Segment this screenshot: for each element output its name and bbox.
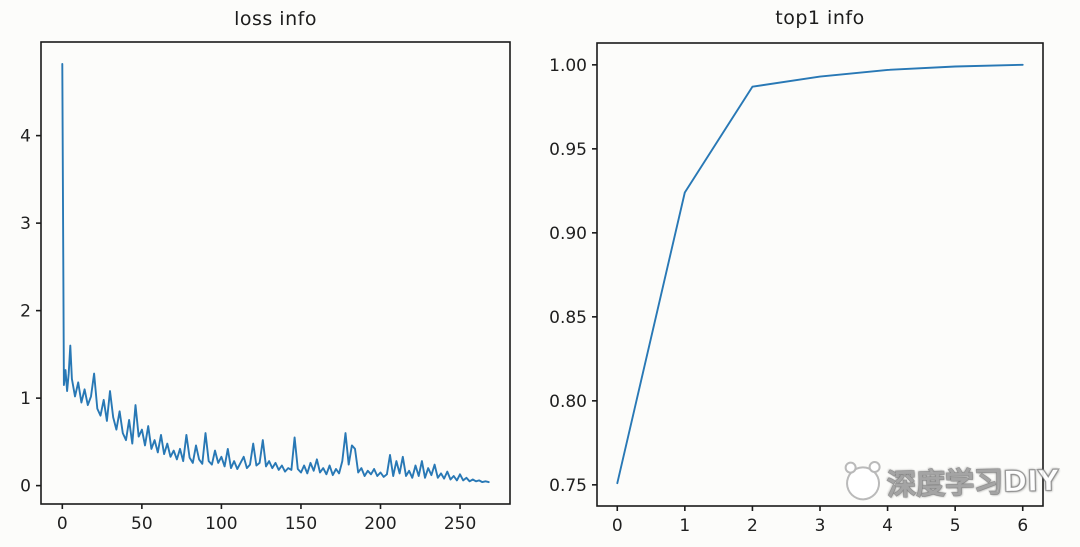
y-tick-label: 1 [20, 389, 31, 409]
axes-frame [40, 41, 511, 505]
x-tick-label: 0 [57, 514, 68, 534]
top1-chart-title: top1 info [775, 7, 865, 29]
x-tick-label: 6 [1017, 516, 1028, 536]
axes-frame [596, 42, 1044, 507]
y-tick-label: 1.00 [549, 56, 587, 76]
y-tick-label: 3 [20, 214, 31, 234]
y-tick-label: 0 [20, 477, 31, 497]
top1-data-line [616, 63, 1024, 485]
y-tick-label: 0.80 [549, 392, 587, 412]
loss-chart-title: loss info [234, 8, 317, 30]
loss-chart-plot: 0 50 100 150 200 250 0 1 2 3 4 [20, 41, 511, 534]
y-tick-label: 0.95 [549, 140, 587, 160]
x-tick-label: 4 [882, 516, 893, 536]
y-tick-label: 0.90 [549, 224, 587, 244]
y-tick-label: 4 [20, 127, 31, 147]
y-tick-label: 0.85 [549, 308, 587, 328]
x-tick-label: 250 [444, 514, 476, 534]
x-tick-label: 0 [612, 516, 623, 536]
x-tick-label: 5 [950, 516, 961, 536]
x-tick-label: 100 [205, 514, 237, 534]
y-tick-label: 2 [20, 302, 31, 322]
x-tick-label: 200 [364, 514, 396, 534]
x-tick-label: 2 [747, 516, 758, 536]
top1-chart-plot: 0 1 2 3 4 5 6 0.75 0.80 0.85 0.90 0.95 1.00 [549, 42, 1044, 536]
y-tick-label: 0.75 [549, 476, 587, 496]
x-tick-label: 150 [285, 514, 317, 534]
x-tick-label: 50 [131, 514, 153, 534]
x-tick-label: 1 [679, 516, 690, 536]
x-tick-label: 3 [815, 516, 826, 536]
loss-data-line [61, 62, 490, 484]
